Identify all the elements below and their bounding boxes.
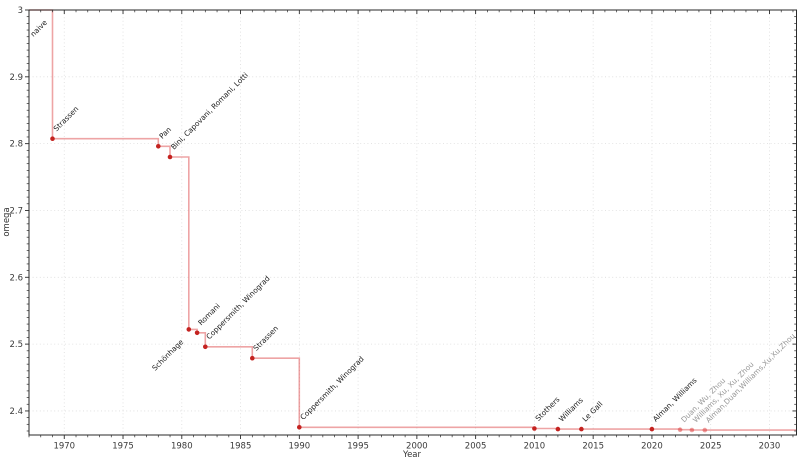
data-point-marker — [579, 426, 584, 432]
y-tick-label: 2.4 — [9, 407, 23, 417]
data-point-marker — [297, 425, 302, 430]
data-point-marker — [50, 136, 55, 141]
axis-layer: 1970 1975 1980 1985 1990 1995 2000 2005 2010 2015… — [9, 6, 797, 452]
point-label: naive — [28, 18, 49, 39]
data-point-marker — [186, 327, 192, 332]
x-tick-label: 1990 — [289, 442, 311, 452]
x-axis-title: Year — [402, 450, 422, 460]
data-point-marker — [555, 426, 561, 432]
point-label: Schönhage — [150, 337, 185, 372]
x-tick-label: 1985 — [230, 442, 252, 452]
y-tick-label: 2.8 — [9, 140, 23, 150]
x-tick-label: 2015 — [582, 442, 604, 452]
point-label: Pan — [157, 125, 173, 141]
plot-spines — [28, 9, 797, 436]
x-tick-label: 2010 — [524, 442, 546, 452]
point-label: Le Gall — [580, 400, 604, 424]
y-tick-label: 3 — [18, 6, 23, 16]
data-point-marker — [677, 427, 683, 433]
x-tick-label: 2020 — [641, 442, 663, 452]
x-tick-label: 2030 — [759, 442, 781, 452]
y-tick-label: 2.5 — [9, 340, 23, 350]
data-point-marker — [532, 426, 537, 431]
data-point-marker — [167, 154, 173, 160]
x-tick-label: 1995 — [347, 442, 369, 452]
point-label: Strassen — [52, 104, 81, 133]
grid-layer — [29, 9, 797, 435]
x-tick-label: 2005 — [465, 442, 487, 452]
point-label: Williams — [557, 395, 585, 423]
data-point-marker — [194, 330, 200, 336]
x-tick-label: 1970 — [53, 442, 75, 452]
y-tick-label: 2.7 — [9, 206, 23, 216]
omega-step-line — [29, 9, 797, 431]
y-axis-title: omega — [2, 207, 12, 236]
point-label: Strassen — [251, 324, 280, 353]
data-point-marker — [649, 426, 655, 432]
point-label: Bini, Capovani, Romani, Lotti — [169, 71, 250, 152]
data-point-marker — [689, 427, 695, 433]
y-tick-label: 2.6 — [9, 273, 23, 283]
x-tick-label: 1980 — [171, 442, 193, 452]
data-point-marker — [203, 344, 208, 350]
series-layer — [29, 9, 797, 433]
point-label: Williams, Xu, Xu, Zhou — [691, 360, 756, 425]
x-tick-label: 2025 — [700, 442, 722, 452]
y-tick-label: 2.9 — [9, 73, 23, 83]
x-tick-label: 2000 — [406, 442, 428, 452]
point-label: Coppersmith, Winograd — [298, 354, 365, 421]
data-point-marker — [250, 355, 255, 361]
x-tick-label: 1975 — [112, 442, 134, 452]
data-point-marker — [156, 144, 161, 149]
data-point-marker — [702, 427, 708, 433]
